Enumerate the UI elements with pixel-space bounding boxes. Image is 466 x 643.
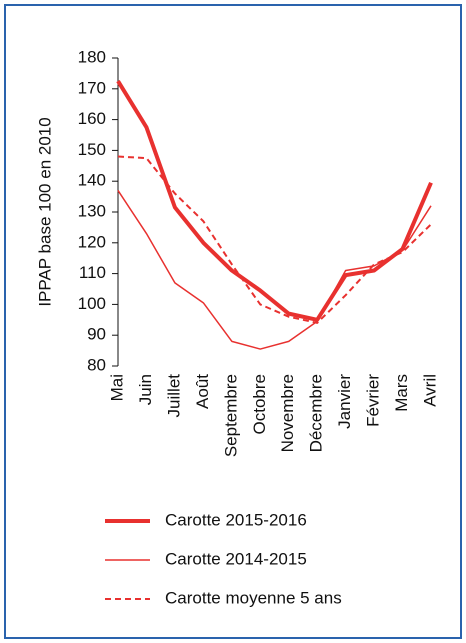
x-tick-label: Septembre — [221, 374, 240, 457]
x-tick-label: Mai — [107, 374, 126, 401]
x-tick-label: Juillet — [164, 374, 183, 418]
x-tick-label: Juin — [136, 374, 155, 405]
x-tick-label: Octobre — [250, 374, 269, 434]
y-tick-label: 140 — [78, 171, 106, 190]
y-tick-label: 90 — [87, 325, 106, 344]
series-line — [117, 190, 432, 350]
x-tick-label: Janvier — [335, 374, 354, 429]
y-tick-label: 180 — [78, 47, 106, 66]
y-tick-label: 130 — [78, 201, 106, 220]
y-tick-label: 150 — [78, 140, 106, 159]
y-tick-label: 100 — [78, 294, 106, 313]
legend-label: Carotte moyenne 5 ans — [165, 588, 342, 607]
x-tick-label: Décembre — [307, 374, 326, 452]
x-tick-label: Août — [193, 374, 212, 409]
legend-label: Carotte 2014-2015 — [165, 549, 307, 568]
series-line — [116, 80, 433, 322]
y-tick-label: 170 — [78, 78, 106, 97]
x-tick-label: Février — [364, 374, 383, 427]
y-tick-label: 160 — [78, 109, 106, 128]
y-tick-label: 120 — [78, 232, 106, 251]
frame — [4, 4, 462, 639]
x-tick-label: Novembre — [278, 374, 297, 452]
x-tick-label: Avril — [420, 374, 439, 407]
y-tick-label: 110 — [79, 263, 106, 282]
legend-label: Carotte 2015-2016 — [165, 510, 307, 529]
y-axis-label: IPPAP base 100 en 2010 — [35, 117, 54, 306]
x-tick-label: Mars — [392, 374, 411, 412]
y-tick-label: 80 — [87, 355, 106, 374]
series-line — [117, 155, 432, 324]
